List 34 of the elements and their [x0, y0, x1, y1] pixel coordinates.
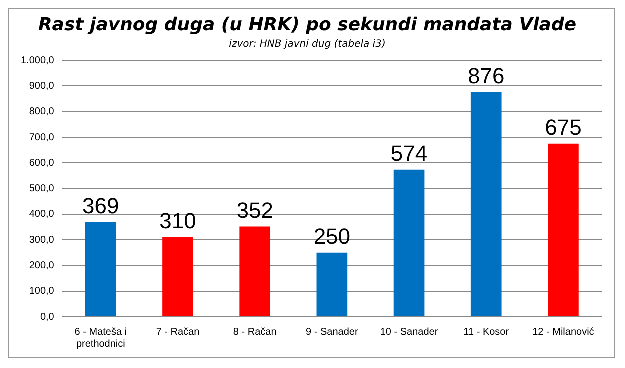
bar [470, 92, 502, 316]
y-tick-label: 800,0 [29, 106, 55, 118]
bar [85, 222, 116, 316]
x-tick-label: 11 - Kosor [464, 326, 510, 338]
x-tick-label: 6 - Mateša i prethodnici [74, 326, 128, 350]
y-tick-label: 100,0 [29, 286, 55, 298]
y-tick-label: 500,0 [29, 184, 55, 195]
data-label: 574 [390, 140, 428, 166]
bar [240, 226, 271, 316]
x-tick-label: 10 - Sanader [380, 326, 439, 338]
y-tick-label: 200,0 [29, 260, 55, 272]
y-tick-label: 1.000,0 [20, 55, 55, 66]
data-label: 369 [82, 193, 120, 218]
x-tick-label: 7 - Račan [156, 326, 200, 338]
x-tick-label: 12 - Milanović [532, 326, 594, 338]
data-label: 310 [160, 208, 196, 234]
y-tick-label: 600,0 [29, 158, 55, 169]
y-tick-label: 700,0 [29, 132, 55, 144]
chart-title: Rast javnog duga (u HRK) po sekundi mandata Vlade [38, 14, 577, 36]
data-label: 876 [468, 63, 505, 88]
chart-subtitle: izvor: HNB javni dug (tabela i3) [229, 39, 386, 50]
data-label: 675 [545, 114, 582, 140]
y-tick-label: 900,0 [29, 80, 55, 92]
bar [162, 238, 194, 316]
x-tick-label: 8 - Račan [233, 326, 277, 338]
data-label: 352 [236, 198, 274, 223]
bar [394, 170, 425, 316]
bar [316, 252, 348, 316]
x-tick-label: 9 - Sanader [306, 326, 359, 338]
bar [548, 144, 579, 316]
y-tick-label: 0,0 [40, 312, 55, 323]
data-label: 250 [314, 224, 351, 249]
y-tick-label: 300,0 [29, 234, 55, 246]
y-tick-label: 400,0 [29, 209, 55, 220]
